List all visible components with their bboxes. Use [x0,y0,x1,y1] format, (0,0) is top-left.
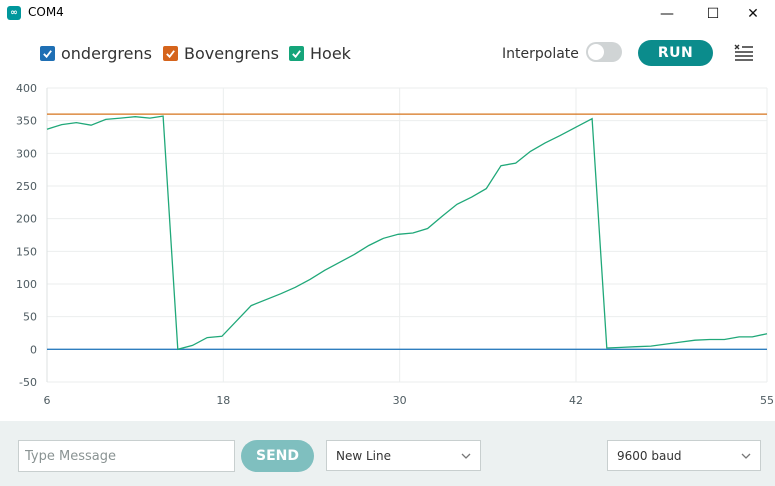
y-tick-label: 300 [16,147,37,160]
checkbox-icon[interactable] [40,46,55,61]
y-tick-label: -50 [19,376,37,389]
run-button[interactable]: RUN [638,40,713,66]
checkbox-icon[interactable] [289,46,304,61]
x-tick-label: 30 [393,394,407,407]
y-tick-label: 200 [16,213,37,226]
close-button[interactable]: ✕ [747,6,759,22]
window-title: COM4 [28,5,64,19]
plot-area: 400 350 300 250 200 150 100 50 0 -50 6 18 30 42 55 [0,80,775,420]
chevron-down-icon [741,453,751,459]
x-tick-label: 42 [569,394,583,407]
interpolate-toggle[interactable] [586,42,622,62]
message-input[interactable] [18,440,235,472]
send-button[interactable]: SEND [241,440,314,472]
minimize-button[interactable]: — [660,6,674,22]
interpolate-label: Interpolate [502,46,579,62]
arduino-app-icon: ∞ [7,6,21,20]
checkmark-icon [292,50,301,59]
line-ending-value: New Line [336,448,391,463]
clear-list-icon[interactable] [734,43,754,61]
title-bar: ∞ COM4 — ☐ ✕ [0,0,775,28]
series-line-hoek [46,115,768,351]
maximize-button[interactable]: ☐ [706,6,720,22]
legend-item-ondergrens[interactable]: ondergrens [40,44,152,63]
legend-label: ondergrens [61,44,152,63]
x-tick-label: 6 [44,394,51,407]
chevron-down-icon [461,453,471,459]
y-tick-label: 100 [16,278,37,291]
baud-rate-select[interactable]: 9600 baud [607,440,761,471]
legend-label: Hoek [310,44,351,63]
x-tick-label: 55 [760,394,774,407]
y-tick-label: 350 [16,115,37,128]
checkmark-icon [43,50,52,59]
y-tick-label: 50 [23,311,37,324]
line-chart: 400 350 300 250 200 150 100 50 0 -50 6 18 30 42 55 [16,82,774,407]
legend-label: Bovengrens [184,44,279,63]
toggle-knob [588,44,604,60]
checkmark-icon [166,50,175,59]
y-tick-label: 0 [30,343,37,356]
baud-rate-value: 9600 baud [617,448,682,463]
checkbox-icon[interactable] [163,46,178,61]
y-tick-label: 150 [16,245,37,258]
legend-item-bovengrens[interactable]: Bovengrens [163,44,279,63]
y-tick-label: 400 [16,82,37,95]
legend-item-hoek[interactable]: Hoek [289,44,351,63]
plotter-toolbar: ondergrens Bovengrens Hoek Interpolate R… [0,28,775,80]
line-ending-select[interactable]: New Line [326,440,481,471]
message-bar: SEND New Line 9600 baud [0,421,775,486]
x-tick-label: 18 [216,394,230,407]
y-tick-label: 250 [16,180,37,193]
